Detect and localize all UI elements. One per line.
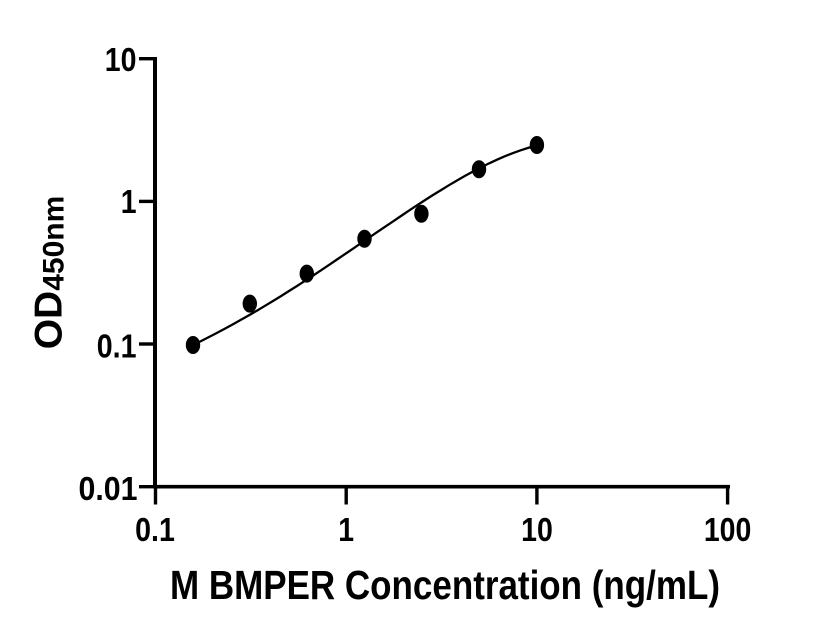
svg-text:10: 10 (105, 41, 137, 78)
svg-text:0.1: 0.1 (135, 511, 175, 548)
svg-text:100: 100 (704, 511, 752, 548)
svg-text:0.01: 0.01 (79, 470, 138, 507)
svg-text:10: 10 (521, 511, 553, 548)
svg-text:1: 1 (121, 183, 137, 220)
svg-text:1: 1 (338, 511, 354, 548)
svg-text:0.1: 0.1 (97, 328, 137, 365)
svg-text:M BMPER Concentration (ng/mL): M BMPER Concentration (ng/mL) (170, 562, 720, 608)
